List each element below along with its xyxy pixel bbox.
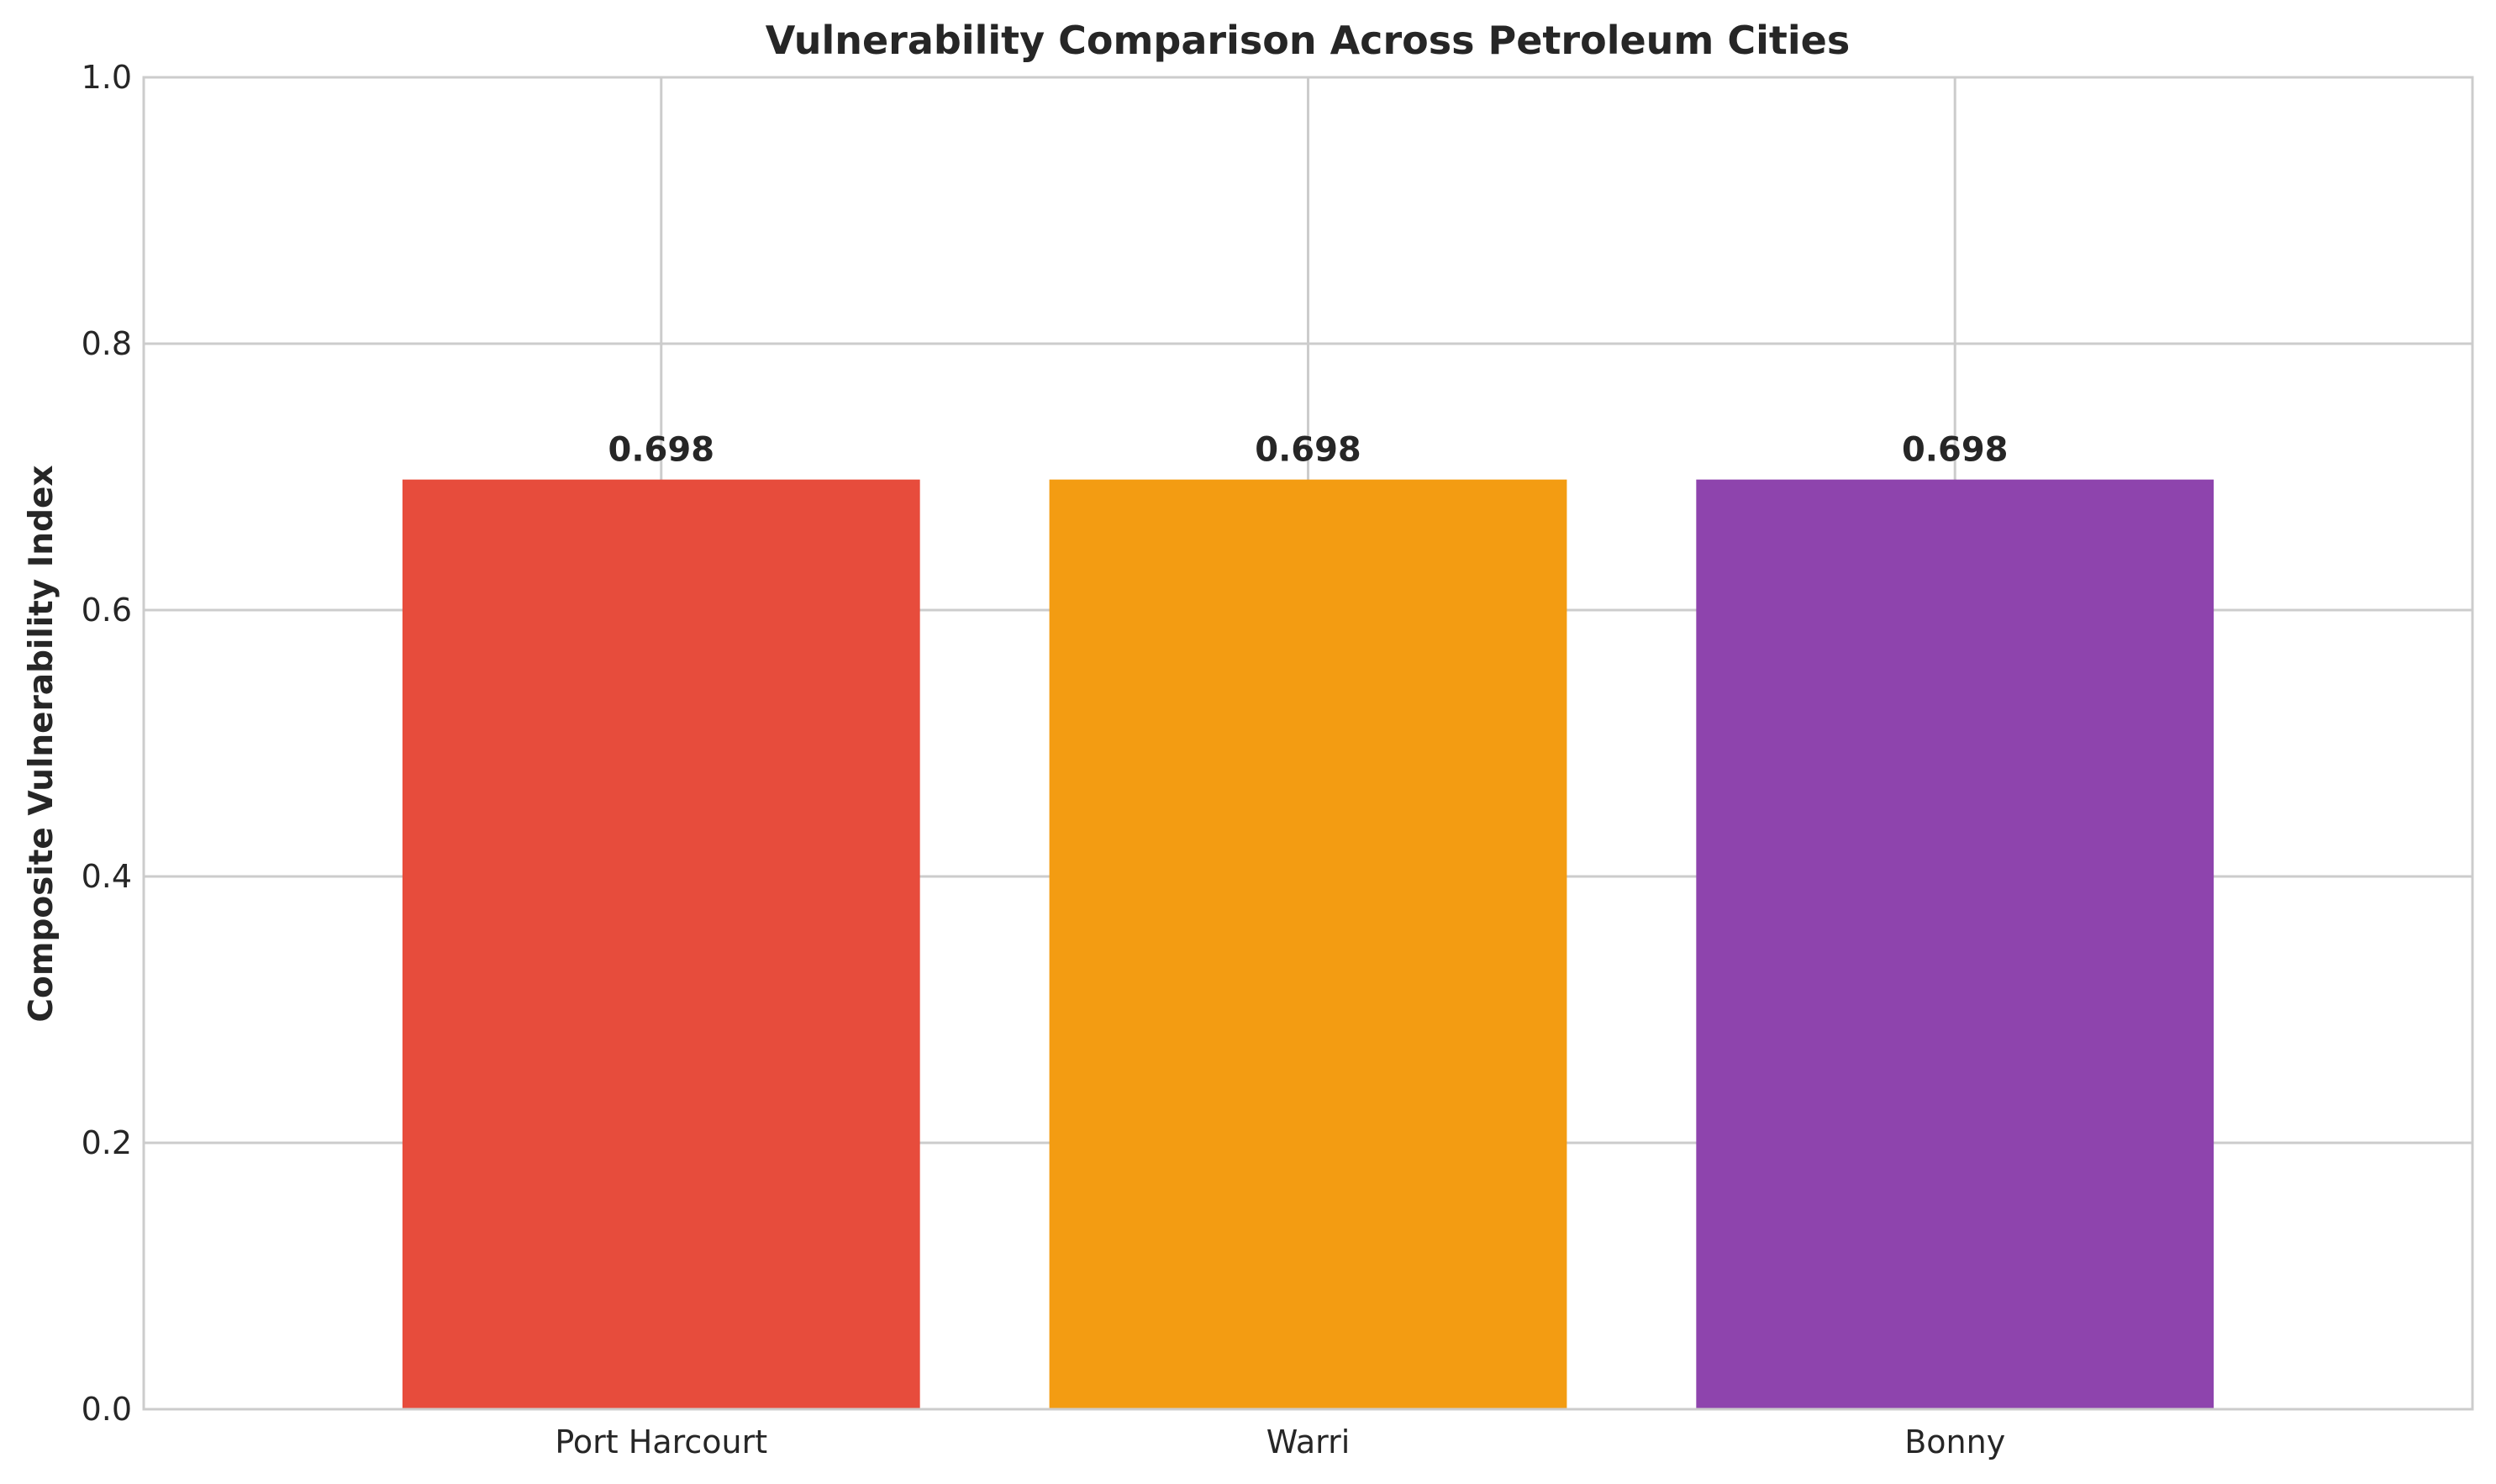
bar-value-label: 0.698 bbox=[1902, 431, 2009, 470]
chart-title: Vulnerability Comparison Across Petroleu… bbox=[766, 18, 1850, 63]
data-labels: 0.698 0.698 0.698 bbox=[608, 431, 2009, 470]
y-axis-label: Composite Vulnerability Index bbox=[23, 465, 61, 1022]
bars bbox=[402, 479, 2214, 1410]
bar-warri bbox=[1049, 479, 1567, 1410]
y-tick-label: 0.8 bbox=[82, 325, 132, 362]
y-tick-label: 0.4 bbox=[82, 858, 132, 895]
y-tick-label: 0.0 bbox=[82, 1391, 132, 1428]
y-tick-label: 0.6 bbox=[82, 592, 132, 629]
y-tick-label: 0.2 bbox=[82, 1124, 132, 1161]
plot-frame bbox=[142, 76, 2474, 1411]
y-tick-label: 1.0 bbox=[82, 59, 132, 96]
bar-value-label: 0.698 bbox=[1255, 431, 1361, 470]
x-axis-ticks: Port Harcourt Warri Bonny bbox=[555, 1423, 2005, 1460]
y-axis-ticks: 0.0 0.2 0.4 0.6 0.8 1.0 bbox=[82, 59, 132, 1428]
x-tick-label: Bonny bbox=[1904, 1423, 2005, 1460]
bar-port-harcourt bbox=[402, 479, 920, 1410]
x-tick-label: Warri bbox=[1266, 1423, 1351, 1460]
bar-value-label: 0.698 bbox=[608, 431, 715, 470]
x-tick-label: Port Harcourt bbox=[555, 1423, 767, 1460]
bar-bonny bbox=[1696, 479, 2214, 1410]
